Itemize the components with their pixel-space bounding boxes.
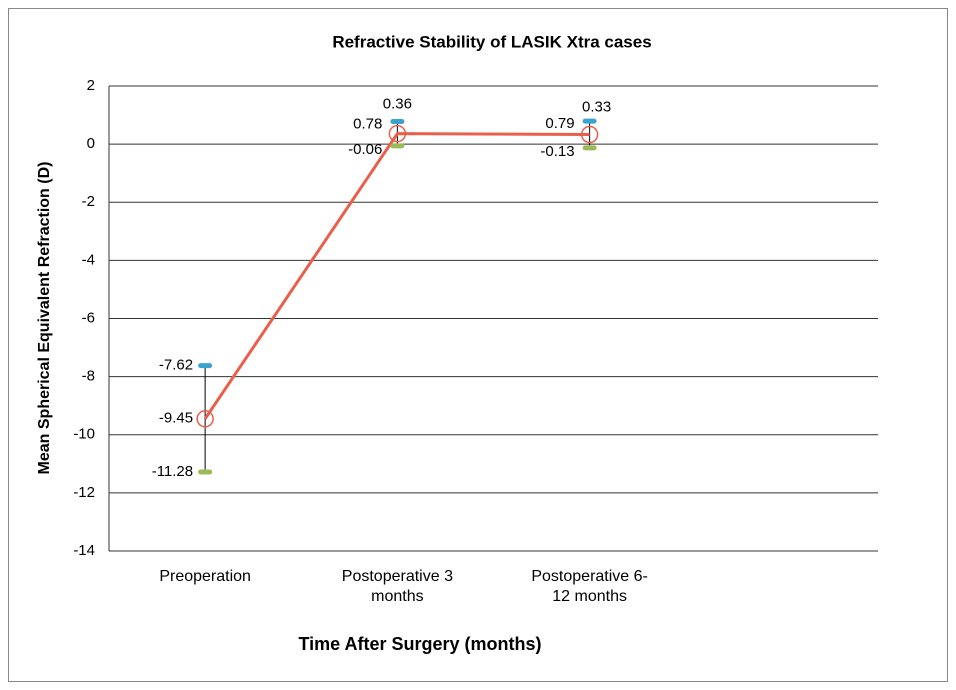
dash-marker bbox=[198, 363, 213, 369]
chart-border bbox=[8, 8, 948, 682]
x-tick-label: Postoperative 3 months bbox=[341, 568, 453, 605]
mean-marker bbox=[196, 410, 214, 428]
data-label: -0.13 bbox=[540, 143, 574, 160]
x-tick-label: Postoperative 6-12 months bbox=[531, 568, 648, 605]
data-label: 0.79 bbox=[545, 115, 574, 132]
data-label: -0.06 bbox=[348, 141, 382, 158]
y-tick-label: -6 bbox=[82, 309, 95, 326]
y-tick-label: -2 bbox=[82, 193, 95, 210]
x-tick-label: Preoperation bbox=[159, 568, 251, 585]
y-tick-label: -8 bbox=[82, 368, 95, 385]
chart-title: Refractive Stability of LASIK Xtra cases bbox=[332, 32, 651, 51]
data-label: -9.45 bbox=[159, 410, 193, 427]
y-tick-label: 0 bbox=[87, 135, 95, 152]
mean-marker bbox=[580, 125, 599, 144]
dash-marker bbox=[582, 145, 597, 151]
y-tick-label: -14 bbox=[73, 542, 95, 559]
dash-marker bbox=[390, 143, 405, 149]
x-axis-title: Time After Surgery (months) bbox=[298, 634, 541, 654]
dash-marker bbox=[198, 469, 213, 475]
dash-marker bbox=[582, 118, 597, 124]
mean-line bbox=[203, 132, 590, 420]
data-label: -7.62 bbox=[159, 357, 193, 374]
y-tick-label: -12 bbox=[73, 484, 95, 501]
data-label: 0.36 bbox=[383, 96, 412, 113]
mean-marker bbox=[388, 124, 407, 143]
y-axis-title: Mean Spherical Equivalent Refraction (D) bbox=[36, 162, 53, 475]
data-label: -11.28 bbox=[152, 463, 193, 480]
data-label: 0.33 bbox=[582, 99, 611, 116]
y-tick-label: -4 bbox=[82, 251, 95, 268]
data-label: 0.78 bbox=[353, 115, 382, 132]
y-tick-label: -10 bbox=[73, 426, 95, 443]
dash-marker bbox=[390, 118, 405, 124]
y-tick-label: 2 bbox=[87, 77, 95, 94]
